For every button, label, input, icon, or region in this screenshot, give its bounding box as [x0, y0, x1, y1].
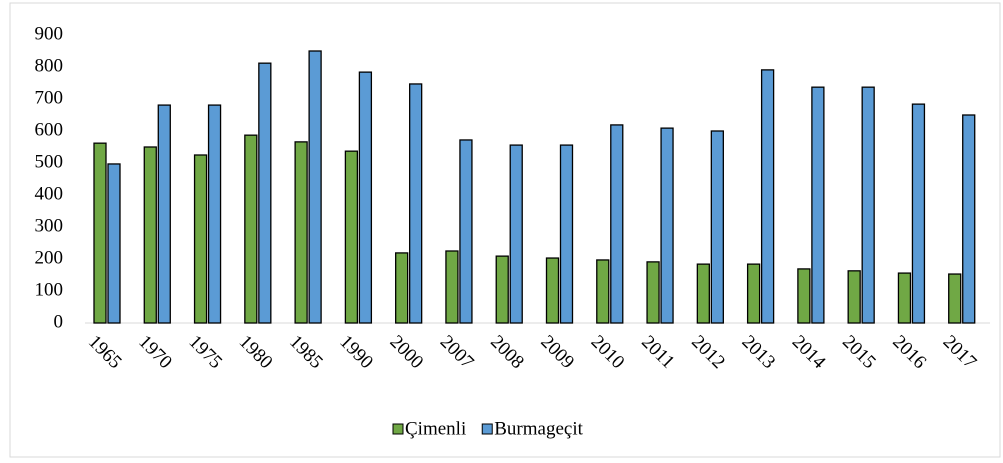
bar — [308, 50, 322, 324]
bar — [445, 250, 459, 324]
bar — [847, 270, 861, 324]
y-tick-label: 200 — [35, 247, 64, 268]
bar — [696, 263, 710, 324]
y-tick-label: 800 — [35, 55, 64, 76]
bar — [660, 127, 674, 324]
y-tick-label: 600 — [35, 119, 64, 140]
bar — [495, 255, 509, 324]
bar — [358, 71, 373, 324]
bar — [107, 163, 121, 324]
bar — [710, 130, 724, 324]
chart-border — [9, 2, 1001, 458]
bar — [610, 124, 624, 324]
bar — [193, 154, 208, 324]
y-tick-label: 300 — [35, 215, 64, 236]
legend-swatch — [481, 423, 493, 435]
bar — [395, 252, 409, 324]
bar — [545, 257, 560, 324]
bar — [459, 139, 473, 324]
y-tick-label: 500 — [35, 151, 64, 172]
bar — [760, 69, 775, 324]
bar — [559, 144, 574, 324]
y-tick-label: 700 — [35, 87, 64, 108]
y-tick-label: 900 — [35, 23, 64, 44]
bar — [93, 142, 107, 324]
bar — [344, 150, 359, 324]
bar — [596, 259, 610, 324]
y-tick-label: 100 — [35, 279, 64, 300]
bar — [294, 141, 308, 324]
bar — [962, 114, 976, 324]
bar — [861, 86, 875, 324]
bar — [244, 134, 258, 324]
bar — [258, 62, 272, 324]
bar — [897, 272, 912, 324]
bar — [157, 104, 171, 324]
bar — [409, 83, 423, 324]
bar — [509, 144, 523, 324]
bar — [948, 273, 962, 324]
y-tick-label: 0 — [54, 311, 64, 332]
bar — [811, 86, 825, 324]
bar — [797, 268, 811, 324]
legend-label: Çimenli — [405, 418, 466, 439]
bar — [143, 146, 157, 324]
bar — [911, 103, 926, 324]
bar — [646, 261, 660, 324]
y-tick-label: 400 — [35, 183, 64, 204]
bar — [207, 104, 222, 324]
bar — [746, 263, 761, 324]
legend-swatch — [392, 423, 404, 435]
legend-label: Burmageçit — [494, 418, 583, 439]
